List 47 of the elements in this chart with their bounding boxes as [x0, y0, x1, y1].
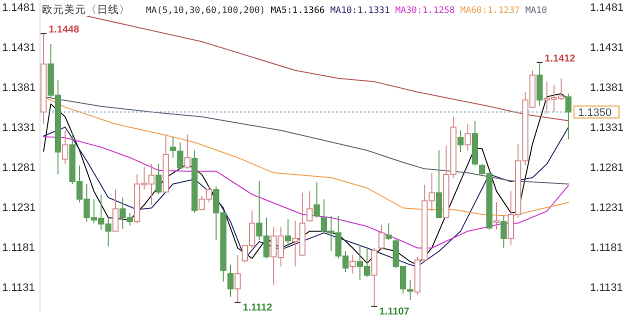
candlestick — [457, 130, 464, 152]
annotation: 1.1412 — [544, 53, 576, 64]
annotation: 1.1112 — [242, 302, 273, 314]
y2-tick-label: 1.1231 — [590, 202, 624, 214]
y-tick-label: 1.1381 — [2, 82, 36, 94]
text: MA60:1.1237 — [460, 6, 526, 16]
candlestick — [62, 130, 68, 164]
annotation: 1.1107 — [379, 306, 410, 318]
y-tick-label: 1.1231 — [2, 202, 36, 214]
text: MA5:1.1366 — [270, 6, 330, 16]
chart-title: 欧元美元〈日线〉 — [42, 3, 130, 16]
candlestick — [112, 189, 119, 232]
candlestick — [284, 218, 292, 248]
candlestick — [227, 264, 234, 298]
y-tick-label: 1.1431 — [2, 42, 36, 54]
y-tick-label: 1.1481 — [2, 2, 36, 14]
y2-tick-label: 1.1381 — [590, 82, 624, 94]
candlestick — [565, 93, 572, 140]
y2-tick-label: 1.1281 — [590, 162, 624, 174]
y2-tick-label: 1.1131 — [590, 282, 623, 294]
candlestick — [314, 182, 320, 218]
y-tick-label: 1.1331 — [2, 122, 36, 134]
candlestick — [234, 254, 241, 303]
y-tick-label: 1.1281 — [2, 162, 36, 174]
candlestick — [464, 124, 471, 151]
candlestick — [378, 224, 385, 250]
ref-line-label: 1.1350 — [578, 107, 612, 119]
candlestick — [156, 164, 162, 195]
candlestick — [493, 202, 500, 230]
candlestick — [306, 190, 313, 222]
candlestick — [500, 216, 507, 248]
y2-tick-label: 1.1431 — [590, 42, 624, 54]
y2-tick-label: 1.1331 — [590, 122, 624, 134]
y-tick-label: 1.1131 — [2, 282, 35, 294]
line-series — [43, 136, 569, 248]
y2-tick-label: 1.1181 — [590, 242, 623, 254]
legend-title: MA(5,10,30,60,100,200) — [146, 6, 271, 16]
y-tick-label: 1.1181 — [2, 242, 35, 254]
candlestick — [350, 254, 356, 274]
candlestick — [386, 222, 392, 240]
line-series — [43, 126, 569, 267]
candlestick — [184, 134, 190, 170]
annotation: 1.1448 — [48, 24, 80, 36]
text: MA10:1.1331 — [330, 6, 396, 16]
text: MA10 — [525, 6, 548, 16]
y2-tick-label: 1.1481 — [590, 2, 624, 14]
text: MA30:1.1258 — [395, 6, 460, 16]
